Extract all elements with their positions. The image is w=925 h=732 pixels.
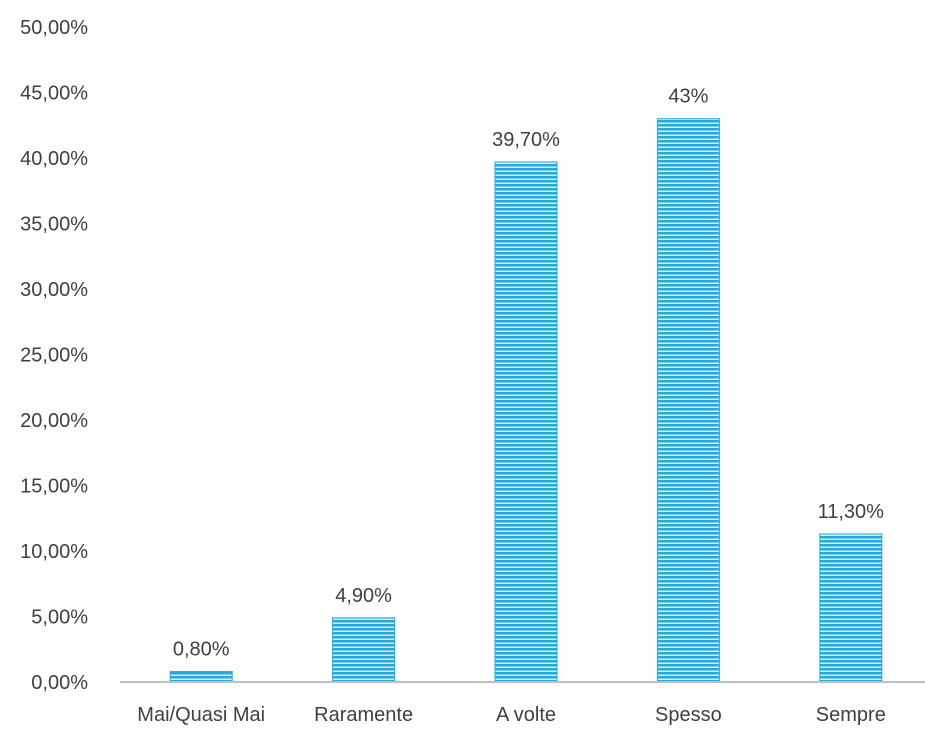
- y-tick-label: 45,00%: [20, 83, 88, 105]
- x-tick-label: Sempre: [816, 704, 886, 726]
- x-axis-category-labels: Mai/Quasi Mai Raramente A volte Spesso Sempr…: [137, 704, 886, 726]
- y-tick-label: 5,00%: [31, 607, 88, 629]
- bar: [656, 118, 720, 683]
- y-axis-tick-labels: 0,00% 5,00% 10,00% 15,00% 20,00% 25,00% 30,00%…: [20, 17, 88, 694]
- bar: [494, 161, 558, 683]
- y-tick-label: 40,00%: [20, 148, 88, 170]
- y-tick-label: 15,00%: [20, 476, 88, 498]
- data-label: 43%: [668, 86, 708, 108]
- data-label: 39,70%: [492, 129, 560, 151]
- data-label: 11,30%: [818, 501, 885, 523]
- y-tick-label: 10,00%: [20, 541, 88, 563]
- bar: [169, 671, 233, 683]
- bar: [332, 617, 396, 683]
- x-tick-label: A volte: [496, 704, 556, 726]
- x-tick-label: Mai/Quasi Mai: [137, 704, 265, 726]
- y-tick-label: 25,00%: [20, 345, 88, 367]
- y-tick-label: 30,00%: [20, 279, 88, 301]
- y-tick-label: 50,00%: [20, 17, 88, 39]
- data-labels: 0,80% 4,90% 39,70% 43% 11,30%: [173, 86, 884, 661]
- bar: [819, 533, 883, 683]
- bars: [169, 118, 883, 683]
- data-label: 4,90%: [335, 585, 392, 607]
- x-tick-label: Raramente: [314, 704, 413, 726]
- y-tick-label: 35,00%: [20, 214, 88, 236]
- data-label: 0,80%: [173, 639, 230, 661]
- y-tick-label: 0,00%: [31, 672, 88, 694]
- x-tick-label: Spesso: [655, 704, 722, 726]
- y-tick-label: 20,00%: [20, 410, 88, 432]
